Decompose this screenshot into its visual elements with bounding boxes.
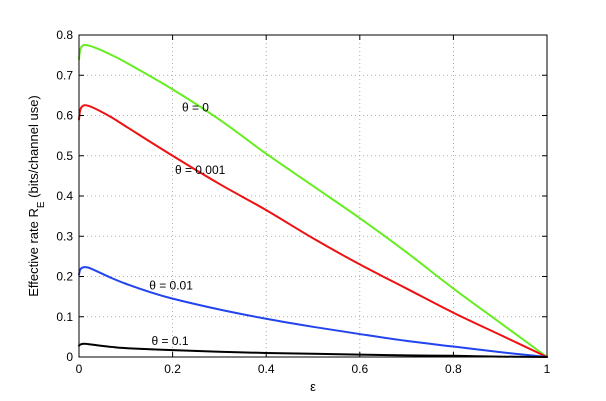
y-tick-label: 0 [66,350,73,364]
series-annotation-0: θ = 0 [182,100,209,114]
y-axis-label: Effective rate RE (bits/channel use) [26,95,47,297]
x-tick-label: 1 [544,362,551,376]
x-tick-label: 0.2 [164,362,181,376]
y-tick-label: 0.8 [56,28,73,42]
y-tick-label: 0.1 [56,310,73,324]
series-line-2 [78,266,548,358]
series-annotation-3: θ = 0.1 [152,334,189,348]
y-tick-label: 0.6 [56,109,73,123]
y-axis-label-main: Effective rate R [26,208,41,297]
y-axis-label-tail: (bits/channel use) [26,95,41,201]
x-tick-label: 0.8 [445,362,462,376]
x-tick-label: 0.6 [351,362,368,376]
x-tick-label: 0.4 [258,362,275,376]
x-axis-label: ε [310,379,316,394]
y-tick-label: 0.2 [56,270,73,284]
y-tick-label: 0.4 [56,189,73,203]
ticks: 0 0.2 0.4 0.6 0.8 1 0 0.1 0.2 0.3 0.4 0.5 0.6 0.7 0.8 [56,28,550,376]
series-line-0 [78,43,548,358]
x-tick-label: 0 [76,362,83,376]
series-line-1 [78,104,548,358]
y-axis-label-sub: E [36,201,47,208]
annotations: θ = 0 θ = 0.001 θ = 0.01 θ = 0.1 [149,100,225,347]
series-annotation-2: θ = 0.01 [149,278,193,292]
series-annotation-1: θ = 0.001 [175,163,226,177]
y-tick-label: 0.5 [56,149,73,163]
y-tick-label: 0.7 [56,68,73,82]
grid [79,35,547,357]
series-line-3 [78,342,548,358]
y-tick-label: 0.3 [56,229,73,243]
series-group [78,43,548,358]
